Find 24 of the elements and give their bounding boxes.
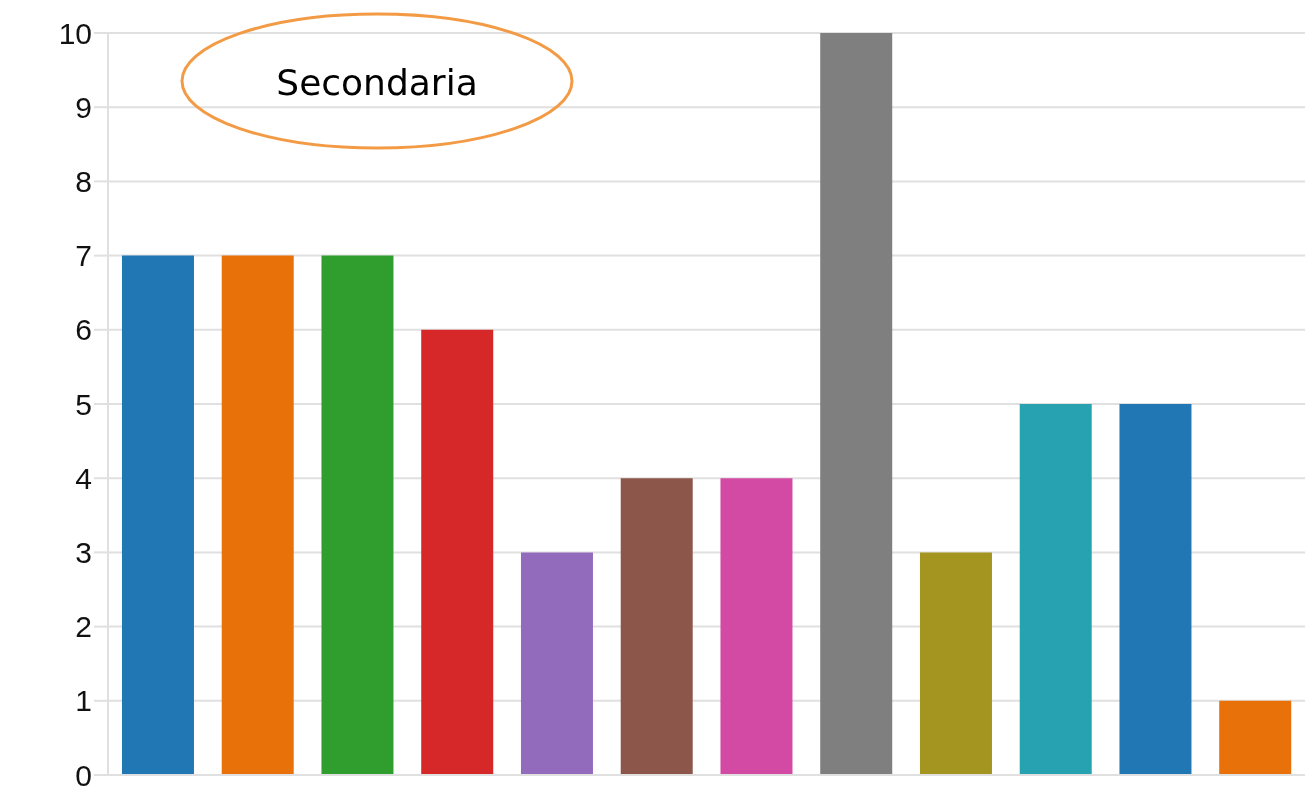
bar — [321, 255, 394, 775]
bar — [1019, 404, 1092, 775]
bar — [421, 329, 494, 775]
bar — [720, 478, 793, 775]
bar — [520, 552, 593, 775]
y-tick-label: 4 — [75, 461, 92, 495]
bar — [919, 552, 992, 775]
y-tick-label: 7 — [75, 239, 92, 273]
y-tick-label: 9 — [75, 90, 92, 124]
y-tick-label: 6 — [75, 313, 92, 347]
bar — [221, 255, 294, 775]
bar — [820, 33, 893, 775]
y-tick-label: 8 — [75, 165, 92, 199]
y-tick-label: 0 — [75, 758, 92, 788]
bar — [620, 478, 693, 775]
y-tick-label: 5 — [75, 387, 92, 421]
y-tick-label: 10 — [58, 16, 92, 50]
annotation: Secondaria — [275, 62, 479, 103]
y-tick-label: 1 — [75, 684, 92, 718]
y-tick-label: 2 — [75, 610, 92, 644]
y-tick-label: 3 — [75, 536, 92, 570]
bar — [1219, 700, 1292, 775]
bar — [1119, 404, 1192, 775]
bar — [121, 255, 194, 775]
